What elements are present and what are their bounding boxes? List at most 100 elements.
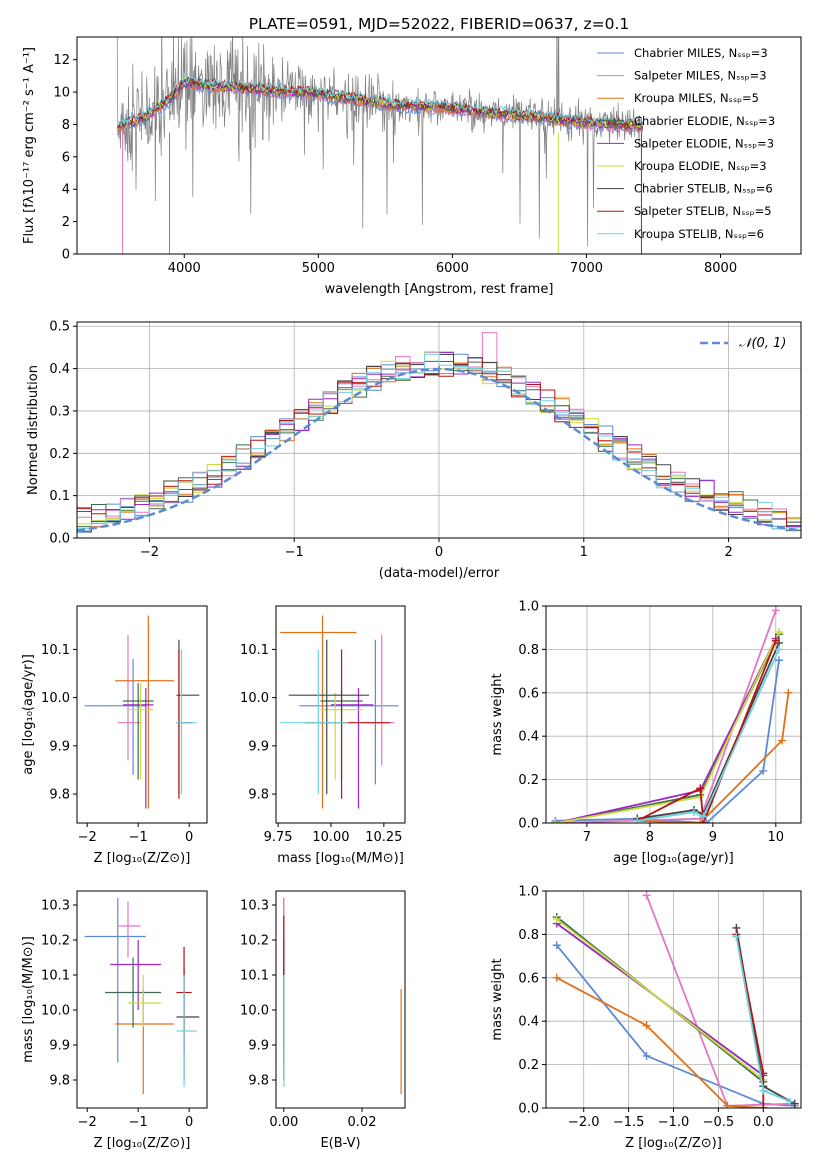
spectrum-xtick-label: 6000 xyxy=(436,261,469,276)
residuals-ytick-label: 0.4 xyxy=(49,362,70,377)
model-spectrum-kroupa_stelib xyxy=(116,73,644,128)
mass_vs_ebv-ytick-label: 10.0 xyxy=(240,1004,269,1019)
mass_vs_ebv-xtick-label: 0.02 xyxy=(348,1115,377,1130)
spectrum-xtick-label: 7000 xyxy=(570,261,603,276)
age_vs_mass-xlabel: mass [log₁₀(M/M⊙)] xyxy=(277,851,404,866)
age_vs_Z-xtick-label: −1 xyxy=(129,830,148,845)
mass_vs_Z-ytick-label: 9.9 xyxy=(49,1039,70,1054)
weight_vs_Z-series-salpeter_miles xyxy=(645,894,795,1107)
mass_vs_Z-ytick-label: 9.8 xyxy=(49,1074,70,1089)
weight_vs_Z-ytick-label: 0.0 xyxy=(518,1102,539,1117)
weight_vs_Z-ytick-label: 0.6 xyxy=(518,971,539,986)
spectrum-ytick-label: 0 xyxy=(62,248,70,263)
age_vs_Z-plot-area xyxy=(84,615,200,809)
weight_vs_age-xtick-label: 8 xyxy=(646,830,654,845)
weight_vs_Z-ytick-label: 0.2 xyxy=(518,1058,539,1073)
legend-label-kroupa_miles: Kroupa MILES, Nₛₛₚ=5 xyxy=(634,91,759,105)
histogram-kroupa_stelib xyxy=(77,353,801,538)
weight_vs_age-marker-kroupa_miles xyxy=(778,736,787,745)
weight_vs_Z-xtick-label: −0.5 xyxy=(703,1115,735,1130)
weight_vs_age-ytick-label: 0.2 xyxy=(518,773,539,788)
spectrum-ytick-label: 2 xyxy=(62,215,70,230)
weight_vs_Z-marker-kroupa_elodie xyxy=(552,915,561,924)
mass_vs_Z-frame xyxy=(76,890,208,1109)
mass_vs_ebv-ytick-label: 9.8 xyxy=(248,1074,269,1089)
weight_vs_age-marker-salpeter_miles xyxy=(771,606,780,615)
residuals-plot-area xyxy=(77,332,801,538)
weight_vs_Z-marker-kroupa_stelib xyxy=(759,1086,768,1095)
age_vs_mass-ytick-label: 9.8 xyxy=(248,788,269,803)
weight_vs_Z-marker-kroupa_stelib xyxy=(732,932,741,941)
residuals-xtick-label: −1 xyxy=(285,545,304,560)
spectrum-ytick-label: 6 xyxy=(62,150,70,165)
weight_vs_age-marker-kroupa_elodie xyxy=(551,819,560,823)
weight_vs_age-marker-chabrier_miles xyxy=(702,819,711,823)
legend-label-salpeter_elodie: Salpeter ELODIE, Nₛₛₚ=3 xyxy=(634,136,774,150)
weight_vs_age-series-chabrier_miles xyxy=(555,660,780,823)
weight_vs_age-series-kroupa_elodie xyxy=(555,631,780,823)
weight_vs_age-series-salpeter_stelib xyxy=(636,640,777,823)
weight_vs_Z-marker-salpeter_miles xyxy=(642,891,651,900)
weight_vs_Z-marker-kroupa_miles xyxy=(723,1101,732,1108)
weight_vs_Z-ytick-label: 1.0 xyxy=(518,885,539,900)
weight_vs_Z-series-kroupa_elodie xyxy=(556,918,764,1081)
weight_vs_Z-marker-chabrier_miles xyxy=(642,1051,651,1060)
mass_vs_Z-ytick-label: 10.2 xyxy=(41,934,70,949)
age_vs_mass-xtick-label: 9.75 xyxy=(264,830,293,845)
weight_vs_age-marker-chabrier_miles xyxy=(774,656,783,665)
weight_vs_Z-marker-chabrier_miles xyxy=(552,941,561,950)
weight_vs_age-series-chabrier_elodie xyxy=(555,633,780,823)
weight_vs_Z-series-kroupa_miles xyxy=(556,977,764,1108)
weight_vs_age-ytick-label: 0.0 xyxy=(518,817,539,832)
weight_vs_age-ytick-label: 0.8 xyxy=(518,643,539,658)
spectrum-ytick-label: 4 xyxy=(62,183,70,198)
weight_vs_age-marker-chabrier_miles xyxy=(759,766,768,775)
spectrum-plot-area xyxy=(116,37,644,254)
mass_vs_Z-xtick-label: 0 xyxy=(185,1115,193,1130)
spectrum-ytick-label: 12 xyxy=(53,53,70,68)
weight_vs_age-marker-kroupa_stelib xyxy=(699,812,708,821)
age_vs_Z-xlabel: Z [log₁₀(Z/Z⊙)] xyxy=(94,851,191,866)
weight_vs_age-series-salpeter_miles xyxy=(555,609,777,823)
spectrum-xlabel: wavelength [Angstrom, rest frame] xyxy=(325,282,554,297)
age_vs_mass-xtick-label: 10.00 xyxy=(312,830,349,845)
weight_vs_Z-xtick-label: −1.0 xyxy=(658,1115,690,1130)
weight_vs_age-series-kroupa_miles xyxy=(637,692,790,823)
legend-label-normal: 𝒩(0, 1) xyxy=(739,336,786,351)
age_vs_Z-xtick-label: 0 xyxy=(185,830,193,845)
mass_vs_Z-xtick-label: −2 xyxy=(78,1115,97,1130)
residuals-xtick-label: 1 xyxy=(580,545,588,560)
residuals-ytick-label: 0.1 xyxy=(49,489,70,504)
normal-curve-line xyxy=(77,367,801,532)
spectrum-ytick-label: 10 xyxy=(53,86,70,101)
legend-label-chabrier_stelib: Chabrier STELIB, Nₛₛₚ=6 xyxy=(634,182,773,196)
weight_vs_Z-xtick-label: 0.0 xyxy=(753,1115,774,1130)
legend-label-kroupa_elodie: Kroupa ELODIE, Nₛₛₚ=3 xyxy=(634,159,767,173)
weight_vs_Z-xtick-label: −1.5 xyxy=(613,1115,645,1130)
age_vs_mass-ytick-label: 9.9 xyxy=(248,739,269,754)
weight_vs_Z-ytick-label: 0.8 xyxy=(518,928,539,943)
mass_vs_Z-plot-area xyxy=(84,898,200,1094)
mass_vs_Z-ylabel: mass [log₁₀(M/M⊙)] xyxy=(21,936,36,1063)
residuals-xtick-label: 2 xyxy=(724,545,732,560)
spectrum-xtick-label: 4000 xyxy=(168,261,201,276)
residuals-xlabel: (data-model)/error xyxy=(379,566,500,581)
weight_vs_age-ytick-label: 1.0 xyxy=(518,600,539,615)
mass_vs_ebv-ytick-label: 10.1 xyxy=(240,969,269,984)
mass_vs_ebv-xtick-label: 0.00 xyxy=(269,1115,298,1130)
weight_vs_Z-xlabel: Z [log₁₀(Z/Z⊙)] xyxy=(625,1136,722,1151)
spectrum-ylabel: Flux [fλ10⁻¹⁷ erg cm⁻² s⁻¹ A⁻¹] xyxy=(22,47,37,244)
mass_vs_Z-ytick-label: 10.3 xyxy=(41,899,70,914)
age_vs_Z-ytick-label: 10.0 xyxy=(41,691,70,706)
age_vs_mass-ytick-label: 10.1 xyxy=(240,643,269,658)
weight_vs_age-marker-kroupa_stelib xyxy=(774,645,783,654)
spectrum-xtick-label: 8000 xyxy=(704,261,737,276)
mass_vs_Z-xtick-label: −1 xyxy=(129,1115,148,1130)
weight_vs_Z-marker-chabrier_stelib xyxy=(790,1099,799,1108)
age_vs_Z-frame xyxy=(76,605,208,824)
weight_vs_age-marker-kroupa_elodie xyxy=(774,628,783,637)
weight_vs_Z-marker-salpeter_stelib xyxy=(759,1104,768,1108)
legend-label-salpeter_stelib: Salpeter STELIB, Nₛₛₚ=5 xyxy=(634,204,772,218)
weight_vs_age-series-kroupa_stelib xyxy=(637,649,780,822)
